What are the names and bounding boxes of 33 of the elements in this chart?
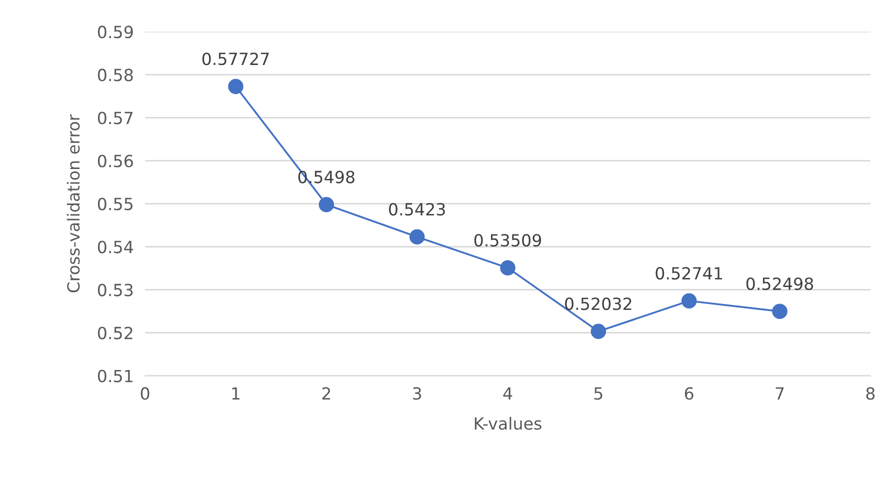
x-tick-label: 6 — [684, 387, 694, 400]
y-tick-label: 0.58 — [98, 68, 133, 82]
point — [318, 196, 334, 212]
x-tick-label: 2 — [322, 387, 330, 400]
data-label: 0.52032 — [565, 297, 632, 310]
y-tick-label: 0.51 — [98, 370, 132, 382]
point — [681, 293, 697, 309]
x-tick-label: 1 — [232, 387, 240, 400]
x-axis-title: K-values — [474, 416, 542, 430]
y-tick-label: 0.59 — [98, 26, 133, 38]
x-tick-label: 4 — [503, 387, 512, 400]
y-tick-label: 0.56 — [98, 154, 133, 168]
y-tick-label: 0.54 — [98, 240, 134, 254]
y-tick-label: 0.52 — [98, 326, 132, 340]
x-tick-label: 5 — [594, 387, 602, 400]
point — [590, 324, 606, 340]
y-tick-label: 0.53 — [98, 284, 133, 296]
point — [772, 304, 788, 319]
point — [500, 260, 516, 276]
point — [228, 78, 244, 94]
y-axis-title: Cross-validation error — [66, 114, 80, 292]
data-label: 0.53509 — [474, 234, 542, 247]
data-label: 0.57727 — [202, 52, 269, 66]
data-label: 0.52498 — [746, 277, 814, 290]
x-tick-label: 0 — [140, 387, 150, 400]
data-label: 0.52741 — [656, 266, 722, 280]
point — [409, 229, 425, 244]
y-tick-label: 0.55 — [98, 198, 133, 210]
x-tick-label: 3 — [413, 387, 422, 400]
y-tick-label: 0.57 — [98, 112, 133, 124]
x-tick-label: 7 — [776, 387, 784, 400]
data-label: 0.5423 — [389, 202, 445, 216]
x-tick-label: 8 — [866, 387, 875, 400]
